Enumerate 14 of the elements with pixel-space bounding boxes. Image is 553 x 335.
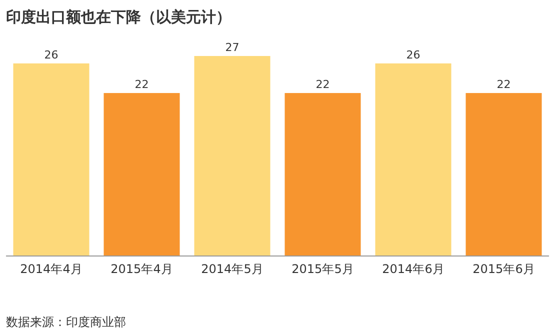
chart-title: 印度出口额也在下降（以美元计） [6, 8, 231, 26]
data-label: 26 [44, 48, 58, 62]
x-tick-label: 2014年4月 [20, 262, 82, 276]
x-tick-label: 2015年4月 [110, 262, 173, 276]
source-note: 数据来源：印度商业部 [6, 315, 126, 329]
data-label: 27 [225, 41, 240, 54]
data-label: 22 [496, 78, 511, 92]
x-tick-label: 2015年5月 [292, 262, 354, 276]
x-tick-label: 2014年5月 [201, 262, 264, 276]
x-tick-label: 2015年6月 [472, 262, 535, 276]
data-label: 26 [406, 48, 420, 62]
x-tick-label: 2014年6月 [382, 262, 444, 276]
data-label: 22 [134, 78, 149, 92]
data-label: 22 [316, 78, 330, 92]
